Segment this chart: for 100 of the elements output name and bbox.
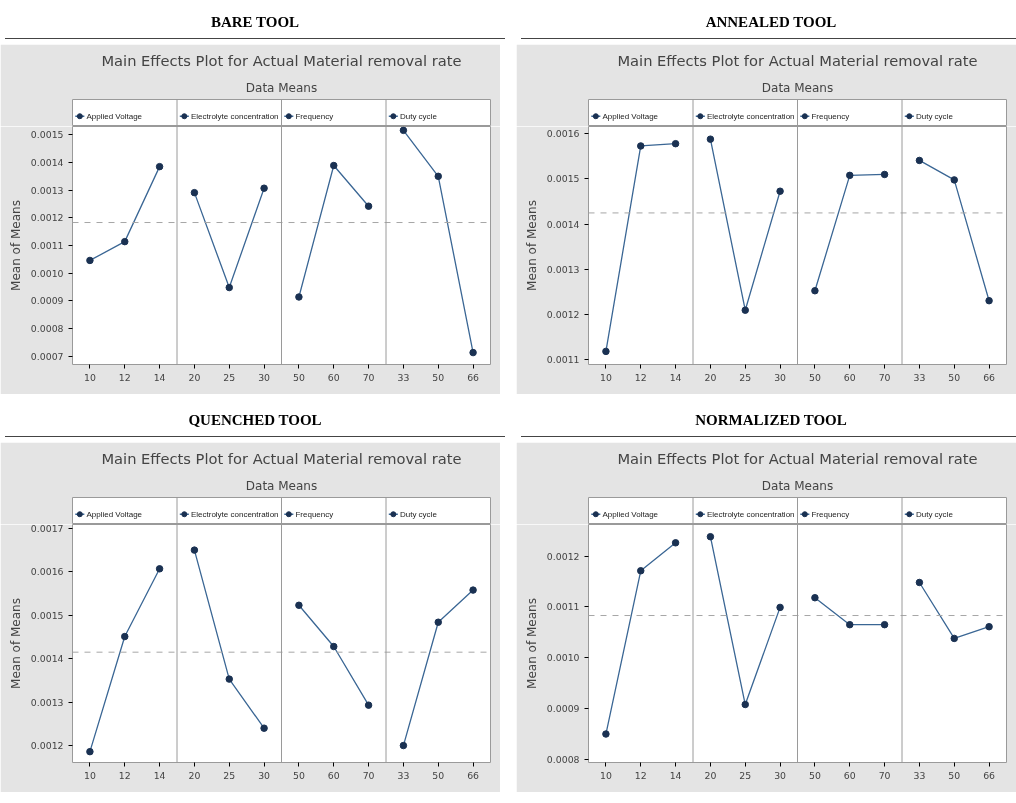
text: BARE TOOL bbox=[210, 13, 300, 32]
legend-label: Duty cycle bbox=[399, 509, 438, 519]
x-tick-label: 30 bbox=[774, 371, 787, 383]
x-tick-label: 20 bbox=[188, 769, 201, 781]
y-tick-label: 0.0012 bbox=[546, 309, 580, 321]
x-tick-label: 20 bbox=[704, 769, 717, 781]
y-tick-label: 0.0007 bbox=[30, 350, 64, 362]
legend-label: Electrolyte concentration bbox=[190, 509, 279, 519]
y-tick-label: 0.0015 bbox=[546, 173, 580, 185]
text: ANNEALED TOOL bbox=[705, 13, 837, 32]
y-tick-label: 0.0010 bbox=[30, 267, 64, 279]
y-tick-label: 0.0008 bbox=[546, 753, 580, 765]
x-tick-label: 20 bbox=[188, 371, 201, 383]
legend-label: Frequency bbox=[295, 111, 334, 121]
x-tick-label: 30 bbox=[774, 769, 787, 781]
x-tick-label: 25 bbox=[739, 769, 752, 781]
legend-label: Duty cycle bbox=[915, 111, 954, 121]
legend-label: Electrolyte concentration bbox=[706, 509, 795, 519]
chart-subtitle: Data Means bbox=[761, 80, 834, 95]
y-tick-label: 0.0011 bbox=[546, 354, 580, 366]
x-tick-label: 66 bbox=[467, 769, 480, 781]
chart-subtitle: Data Means bbox=[245, 80, 318, 95]
x-tick-label: 33 bbox=[397, 769, 410, 781]
chart-title: Main Effects Plot for Actual Material removal rate bbox=[617, 51, 978, 69]
y-tick-label: 0.0017 bbox=[30, 522, 64, 534]
x-tick-label: 14 bbox=[153, 769, 166, 781]
x-tick-label: 66 bbox=[983, 371, 996, 383]
y-tick-label: 0.0013 bbox=[30, 696, 64, 708]
y-axis-title: Mean of Means bbox=[524, 598, 539, 689]
legend-label: Duty cycle bbox=[915, 509, 954, 519]
x-tick-label: 60 bbox=[327, 371, 340, 383]
legend-label: Applied Voltage bbox=[86, 111, 143, 121]
legend-label: Applied Voltage bbox=[602, 111, 659, 121]
y-tick-label: 0.0016 bbox=[546, 128, 580, 140]
y-tick-label: 0.0013 bbox=[30, 184, 64, 196]
x-tick-label: 50 bbox=[432, 769, 445, 781]
x-tick-label: 33 bbox=[397, 371, 410, 383]
x-tick-label: 12 bbox=[118, 769, 131, 781]
x-tick-label: 50 bbox=[808, 371, 821, 383]
y-tick-label: 0.0012 bbox=[30, 740, 64, 752]
x-tick-label: 50 bbox=[948, 769, 961, 781]
x-tick-label: 70 bbox=[362, 371, 375, 383]
legend-label: Duty cycle bbox=[399, 111, 438, 121]
y-tick-label: 0.0008 bbox=[30, 323, 64, 335]
x-tick-label: 50 bbox=[808, 769, 821, 781]
x-tick-label: 25 bbox=[223, 769, 236, 781]
y-tick-label: 0.0013 bbox=[546, 263, 580, 275]
legend-label: Electrolyte concentration bbox=[190, 111, 279, 121]
y-tick-label: 0.0009 bbox=[546, 703, 580, 715]
x-tick-label: 60 bbox=[843, 769, 856, 781]
x-tick-label: 50 bbox=[292, 769, 305, 781]
x-tick-label: 70 bbox=[878, 371, 891, 383]
x-tick-label: 10 bbox=[83, 769, 96, 781]
x-tick-label: 25 bbox=[739, 371, 752, 383]
x-tick-label: 25 bbox=[223, 371, 236, 383]
y-tick-label: 0.0016 bbox=[30, 566, 64, 578]
y-axis-title: Mean of Means bbox=[8, 200, 23, 291]
x-tick-label: 60 bbox=[327, 769, 340, 781]
y-tick-label: 0.0009 bbox=[30, 295, 64, 307]
x-tick-label: 14 bbox=[669, 371, 682, 383]
x-tick-label: 70 bbox=[878, 769, 891, 781]
y-tick-label: 0.0014 bbox=[546, 218, 580, 230]
chart-subtitle: Data Means bbox=[245, 478, 318, 493]
legend-label: Frequency bbox=[295, 509, 334, 519]
chart-title: Main Effects Plot for Actual Material removal rate bbox=[101, 51, 462, 69]
x-tick-label: 12 bbox=[118, 371, 131, 383]
y-axis-title: Mean of Means bbox=[524, 200, 539, 291]
legend-label: Frequency bbox=[811, 111, 850, 121]
y-tick-label: 0.0011 bbox=[30, 240, 64, 251]
legend-label: Electrolyte concentration bbox=[706, 111, 795, 121]
x-tick-label: 66 bbox=[467, 371, 480, 383]
x-tick-label: 60 bbox=[843, 371, 856, 383]
x-tick-label: 70 bbox=[362, 769, 375, 781]
x-tick-label: 20 bbox=[704, 371, 717, 383]
x-tick-label: 14 bbox=[669, 769, 682, 781]
legend-label: Applied Voltage bbox=[602, 509, 659, 519]
y-tick-label: 0.0015 bbox=[30, 609, 64, 621]
x-tick-label: 10 bbox=[599, 371, 612, 383]
text: QUENCHED TOOL bbox=[188, 411, 322, 430]
chart-title: Main Effects Plot for Actual Material removal rate bbox=[101, 449, 462, 467]
x-tick-label: 33 bbox=[913, 371, 926, 383]
x-tick-label: 50 bbox=[292, 371, 305, 383]
y-tick-label: 0.0012 bbox=[30, 212, 64, 224]
x-tick-label: 30 bbox=[258, 769, 271, 781]
x-tick-label: 10 bbox=[83, 371, 96, 383]
chart-subtitle: Data Means bbox=[761, 478, 834, 493]
y-axis-title: Mean of Means bbox=[8, 598, 23, 689]
y-tick-label: 0.0015 bbox=[30, 129, 64, 141]
y-tick-label: 0.0014 bbox=[30, 156, 64, 168]
y-tick-label: 0.0011 bbox=[546, 601, 580, 613]
x-tick-label: 12 bbox=[634, 769, 647, 781]
legend-label: Applied Voltage bbox=[86, 509, 143, 519]
text: NORMALIZED TOOL bbox=[695, 411, 847, 430]
y-tick-label: 0.0014 bbox=[30, 653, 64, 665]
x-tick-label: 66 bbox=[983, 769, 996, 781]
x-tick-label: 30 bbox=[258, 371, 271, 383]
legend-label: Frequency bbox=[811, 509, 850, 519]
chart-title: Main Effects Plot for Actual Material removal rate bbox=[617, 449, 978, 467]
y-tick-label: 0.0012 bbox=[546, 550, 580, 562]
y-tick-label: 0.0010 bbox=[546, 652, 580, 664]
